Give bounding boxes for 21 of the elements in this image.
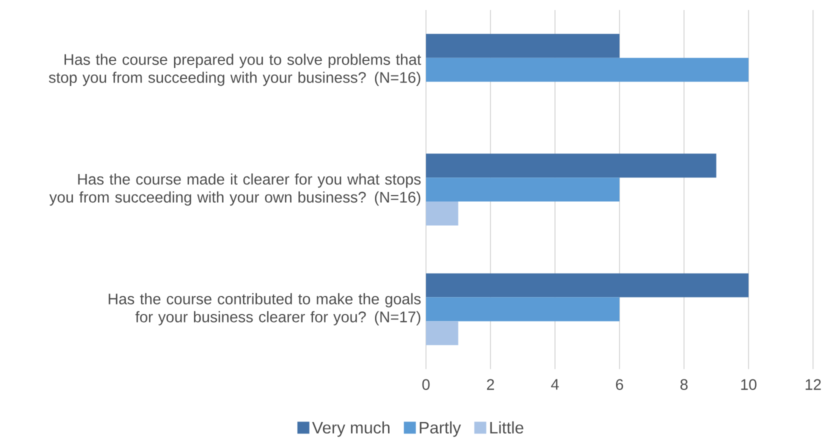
y-tick-label: Has the course contributed to make the goals for your business clearer for you? (N=17): [108, 293, 421, 326]
y-tick-label: Has the course made it clearer for you what stops you from succeeding with your own business? (N=16): [49, 174, 421, 206]
x-tick-label: 6: [616, 379, 624, 390]
bar: [426, 34, 620, 58]
x-tick-label: 4: [551, 379, 559, 390]
bar: [426, 273, 749, 298]
bar: [426, 321, 458, 346]
x-tick-label: 8: [680, 379, 688, 390]
x-tick-label: 2: [487, 379, 494, 390]
bar: [426, 58, 749, 82]
bar: [426, 178, 620, 202]
bar: [426, 202, 458, 226]
x-tick-label: 10: [741, 379, 756, 390]
y-tick-label: Has the course prepared you to solve problems that stop you from succeeding with your business? (N=16): [48, 54, 422, 86]
x-tick-label: 12: [806, 379, 821, 390]
legend-label: Very much: [312, 421, 390, 437]
x-tick-label: 0: [422, 379, 430, 390]
bar: [426, 297, 620, 322]
legend-label: Partly: [420, 421, 461, 437]
bar: [426, 154, 716, 178]
legend-label: Little: [490, 421, 524, 434]
